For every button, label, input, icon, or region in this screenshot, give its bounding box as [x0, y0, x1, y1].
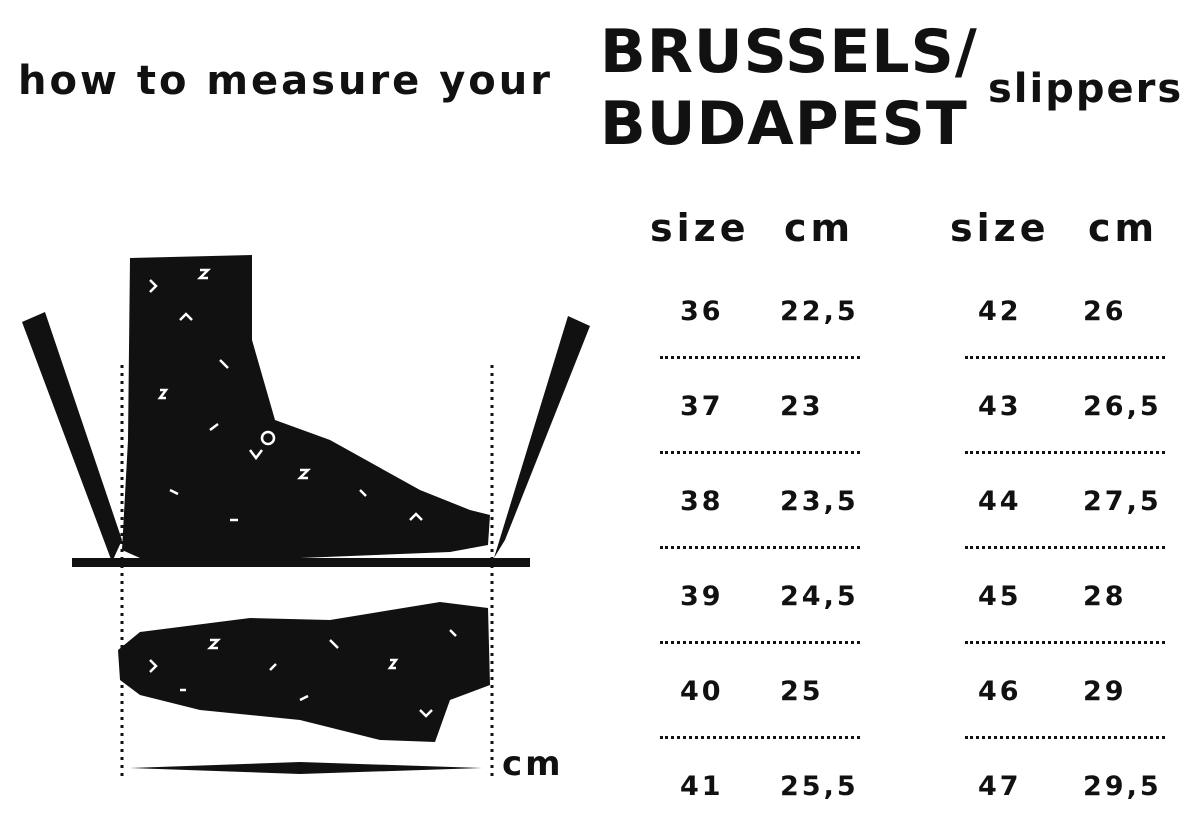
cm-value: 26,5 — [1083, 391, 1162, 422]
row-divider — [965, 451, 1165, 454]
row-divider — [965, 736, 1165, 739]
cm-value: 29,5 — [1083, 771, 1162, 802]
header-cm-right: cm — [1088, 206, 1159, 250]
cm-value: 23 — [780, 391, 824, 422]
size-value: 41 — [680, 771, 724, 802]
measure-bar — [130, 762, 482, 774]
size-value: 39 — [680, 581, 724, 612]
heading-tail: slippers — [988, 66, 1184, 112]
size-value: 36 — [680, 296, 724, 327]
size-value: 47 — [978, 771, 1022, 802]
size-value: 46 — [978, 676, 1022, 707]
cm-value: 26 — [1083, 296, 1127, 327]
cm-value: 24,5 — [780, 581, 859, 612]
foot-measurement-illustration — [22, 255, 590, 780]
header-cm-left: cm — [784, 206, 855, 250]
row-divider — [660, 451, 860, 454]
size-value: 42 — [978, 296, 1022, 327]
foot-side-view — [122, 255, 490, 558]
cm-value: 29 — [1083, 676, 1127, 707]
floor-line — [72, 558, 530, 567]
row-divider — [965, 546, 1165, 549]
unit-label: cm — [502, 744, 564, 784]
cm-value: 27,5 — [1083, 486, 1162, 517]
size-value: 44 — [978, 486, 1022, 517]
size-value: 40 — [680, 676, 724, 707]
heading-model-line1: BRUSSELS/ — [600, 17, 978, 87]
row-divider — [660, 736, 860, 739]
size-value: 37 — [680, 391, 724, 422]
row-divider — [965, 641, 1165, 644]
cm-value: 22,5 — [780, 296, 859, 327]
row-divider — [660, 641, 860, 644]
size-value: 43 — [978, 391, 1022, 422]
right-pencil-icon — [494, 316, 590, 558]
cm-value: 25 — [780, 676, 824, 707]
size-value: 45 — [978, 581, 1022, 612]
heading-model-line2: BUDAPEST — [600, 89, 968, 159]
cm-value: 25,5 — [780, 771, 859, 802]
row-divider — [965, 356, 1165, 359]
heading-lead: how to measure your — [18, 58, 553, 104]
size-value: 38 — [680, 486, 724, 517]
cm-value: 23,5 — [780, 486, 859, 517]
cm-value: 28 — [1083, 581, 1127, 612]
row-divider — [660, 546, 860, 549]
left-pencil-icon — [22, 312, 122, 562]
foot-top-view — [118, 602, 490, 742]
header-size-left: size — [650, 206, 750, 250]
header-size-right: size — [950, 206, 1050, 250]
row-divider — [660, 356, 860, 359]
